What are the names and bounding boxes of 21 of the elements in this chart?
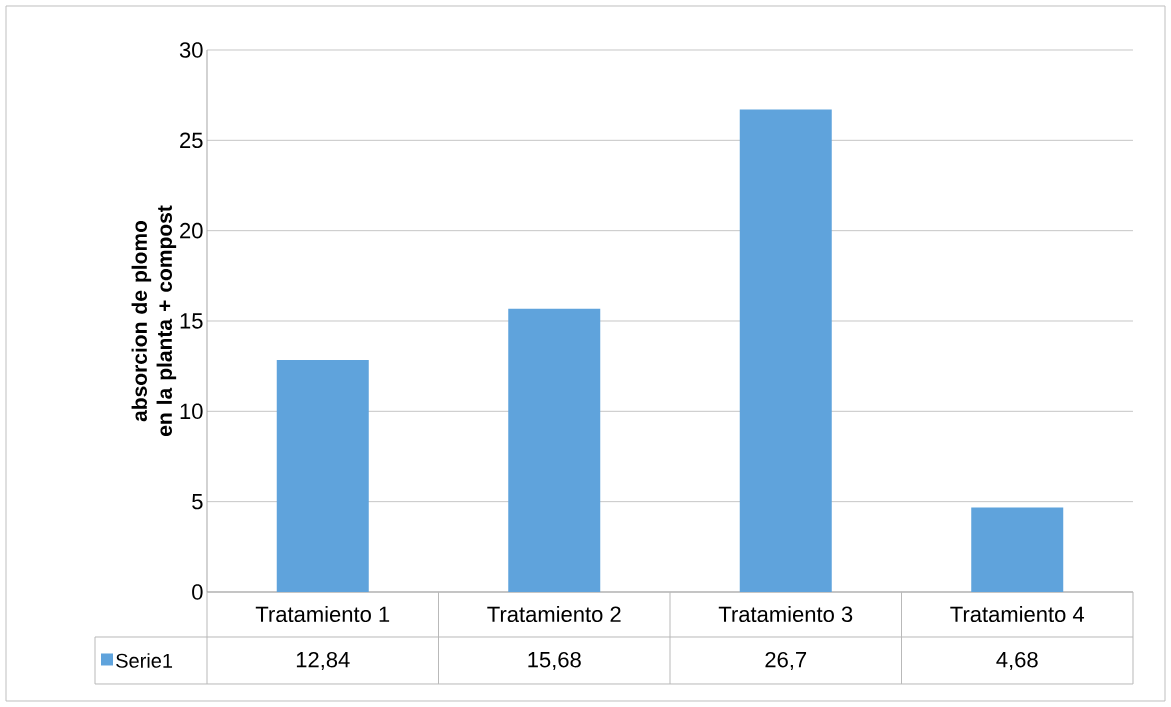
data-label: 12,84 <box>296 651 350 671</box>
legend-label: Serie1 <box>116 653 173 668</box>
x-tick-label: Tratamiento 4 <box>950 605 1085 623</box>
y-tick-label: 5 <box>192 493 203 510</box>
bar <box>971 507 1064 592</box>
x-tick-label: Tratamiento 1 <box>255 605 390 623</box>
x-tick-label: Tratamiento 3 <box>718 605 853 623</box>
bar <box>739 109 832 592</box>
data-label: 4,68 <box>996 651 1038 671</box>
y-tick-label: 25 <box>180 132 203 149</box>
y-axis-title: absorcion de plomo en la planta + compost <box>131 205 177 436</box>
y-tick-label: 15 <box>180 313 203 329</box>
y-tick-label: 20 <box>180 222 203 239</box>
bar <box>276 360 369 592</box>
y-tick-label: 0 <box>192 584 203 600</box>
y-tick-label: 30 <box>179 42 203 58</box>
y-tick-label: 10 <box>180 403 203 420</box>
bar <box>508 308 601 592</box>
data-label: 26,7 <box>765 651 807 671</box>
x-tick-label: Tratamiento 2 <box>487 605 621 623</box>
data-label: 15,68 <box>528 651 581 671</box>
